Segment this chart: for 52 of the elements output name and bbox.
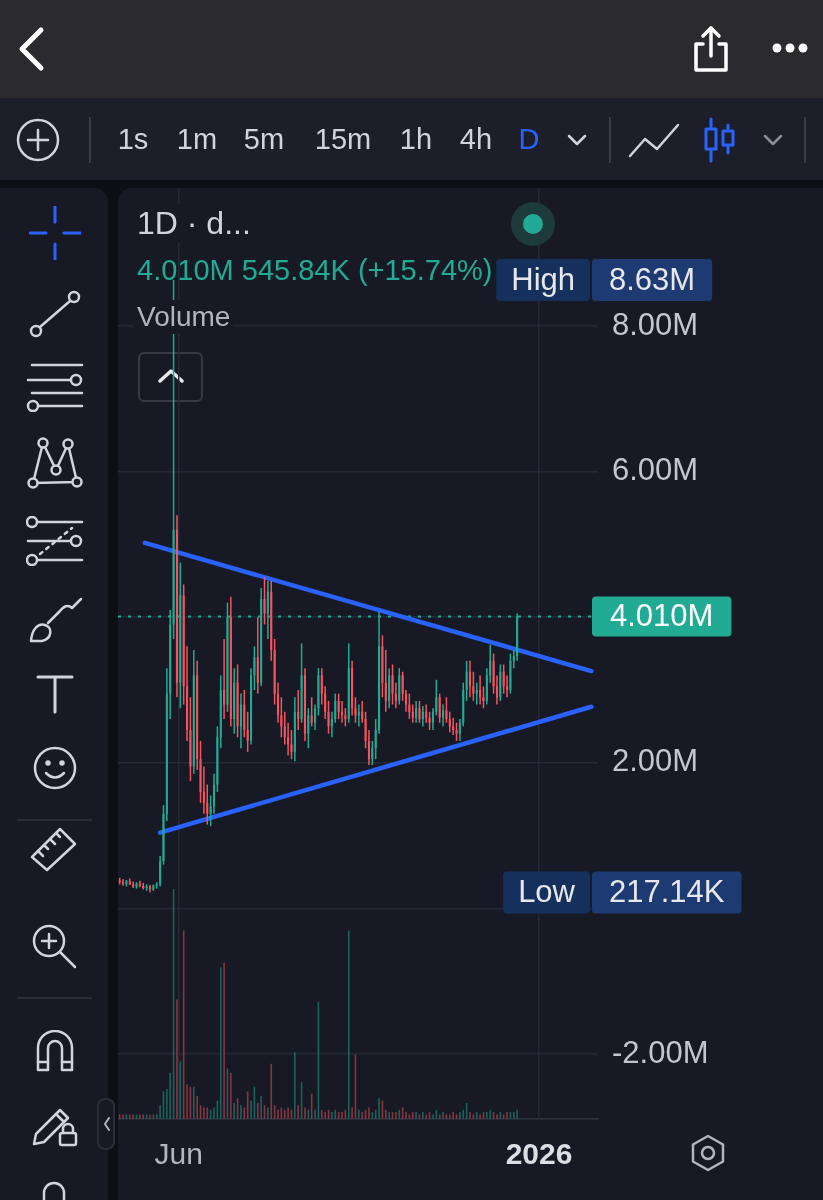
x-tick-label: Jun — [154, 1137, 203, 1171]
candlestick — [391, 664, 394, 705]
text: 8.63M — [609, 261, 696, 297]
candlestick — [246, 711, 249, 752]
chart-title: Volume — [134, 300, 234, 334]
candlestick — [337, 693, 340, 720]
candlestick — [384, 649, 387, 712]
text: 1m — [176, 122, 218, 157]
candlestick — [297, 689, 300, 731]
y-tick-label: 6.00M — [612, 452, 699, 488]
candlestick — [408, 693, 411, 720]
candlestick — [438, 693, 441, 723]
annotation: Low — [518, 874, 576, 910]
candlestick — [465, 660, 468, 701]
text: 1D · d... — [134, 204, 254, 243]
candlestick — [428, 711, 431, 731]
candlestick — [361, 700, 364, 723]
y-tick-label: 8.00M — [612, 306, 699, 342]
candlestick — [381, 635, 384, 698]
y-tick-label: -2.00M — [612, 1034, 709, 1070]
candlestick — [122, 879, 125, 886]
x-tick-label: 2026 — [505, 1137, 573, 1171]
text: 4h — [459, 122, 493, 157]
y-tick-label: 2.00M — [612, 743, 699, 779]
annotation: 4.010M 545.84K (+15.74%) — [137, 253, 493, 288]
candlestick — [445, 697, 448, 723]
candlestick — [418, 700, 421, 723]
text: 5m — [243, 122, 285, 157]
candlestick — [509, 653, 512, 694]
candlestick — [223, 639, 226, 720]
text: 1s — [117, 122, 149, 157]
text: 217.14K — [609, 874, 725, 910]
candlestick — [243, 689, 246, 738]
candlestick — [236, 664, 239, 738]
candlestick — [506, 675, 509, 698]
candlestick — [310, 697, 313, 727]
annotation: High — [511, 261, 576, 297]
candlestick — [125, 879, 128, 887]
candlestick — [135, 882, 138, 889]
candlestick — [479, 675, 482, 705]
candlestick — [455, 722, 458, 741]
candlestick — [287, 722, 290, 756]
text: 15m — [314, 122, 372, 157]
ref-line-label: 4.010M — [610, 597, 714, 633]
candlestick — [263, 577, 266, 625]
candlestick — [371, 740, 374, 765]
candlestick — [307, 708, 310, 749]
text: 1h — [399, 122, 433, 157]
candlestick — [499, 664, 502, 701]
candlestick — [300, 643, 303, 723]
text: D — [518, 122, 540, 157]
candlestick — [502, 664, 505, 694]
